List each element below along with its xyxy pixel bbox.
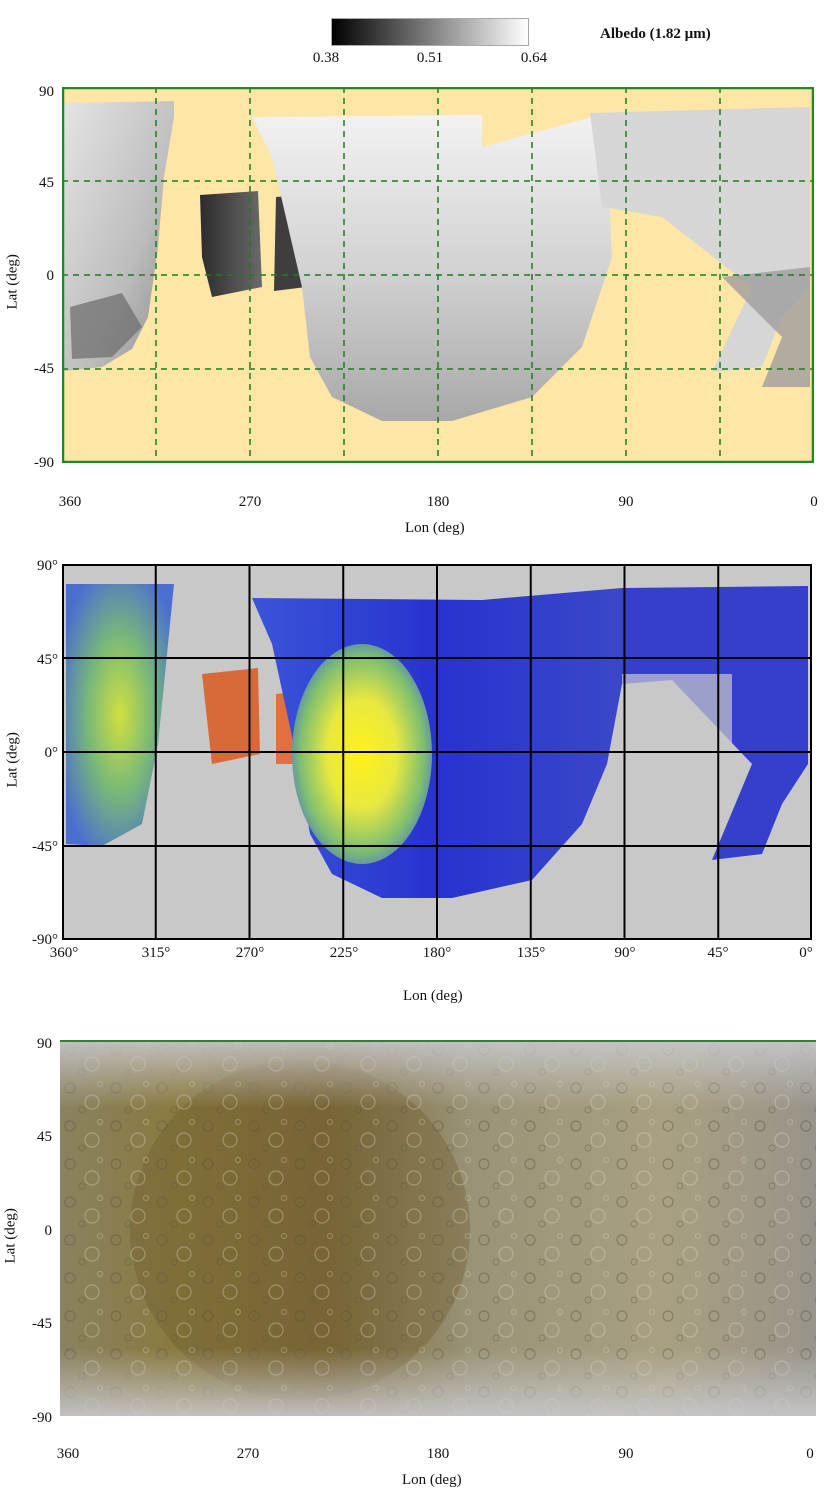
x-tick: 360 [56, 1446, 80, 1462]
x-axis-label: Lon (deg) [402, 1472, 462, 1488]
y-tick: 45 [39, 175, 54, 191]
y-tick: 90° [37, 558, 58, 574]
y-tick: -90° [32, 932, 58, 948]
x-tick: 270° [235, 945, 265, 961]
y-tick: 45° [37, 652, 58, 668]
mosaic-map [60, 1040, 816, 1416]
y-tick: 0 [46, 268, 55, 284]
y-axis-label: Lat (deg) [4, 254, 21, 310]
y-tick: 90 [37, 1036, 52, 1052]
y-tick: 0 [44, 1223, 53, 1239]
x-tick: 0 [810, 494, 818, 510]
x-tick: 225° [329, 945, 359, 961]
map-background-patch [622, 674, 732, 754]
yellow-region [292, 644, 432, 864]
colorbar-title: Albedo (1.82 µm) [600, 26, 711, 42]
x-tick: 315° [141, 945, 171, 961]
polar-haze [60, 1040, 816, 1416]
dark-patch [200, 191, 262, 297]
ratio-map [62, 564, 812, 940]
colorbar-gradient [331, 18, 529, 46]
x-tick: 135° [516, 945, 546, 961]
coverage-region [252, 115, 612, 421]
x-tick: 0° [799, 945, 813, 961]
x-tick: 180 [426, 1446, 450, 1462]
y-tick: 45 [37, 1129, 52, 1145]
map-frame [62, 564, 812, 940]
coverage-region [722, 267, 810, 387]
coverage-region [66, 584, 174, 846]
x-tick: 180° [422, 945, 452, 961]
x-tick: 180 [426, 494, 450, 510]
x-tick: 270 [238, 494, 262, 510]
x-tick: 360° [49, 945, 79, 961]
orange-patch [202, 668, 260, 764]
y-tick: -90 [34, 455, 54, 471]
y-tick: -90 [32, 1410, 52, 1426]
y-axis-label: Lat (deg) [4, 732, 21, 788]
x-axis-label: Lon (deg) [405, 520, 465, 536]
albedo-map [62, 87, 814, 463]
x-tick: 90° [614, 945, 636, 961]
map-grid [62, 87, 814, 463]
x-tick: 90 [618, 494, 634, 510]
colorbar-tick-mid: 0.51 [416, 50, 444, 66]
x-tick: 0 [806, 1446, 814, 1462]
y-tick: -45 [32, 1316, 52, 1332]
map-frame [62, 87, 814, 463]
x-axis-label: Lon (deg) [403, 988, 463, 1004]
y-axis-label: Lat (deg) [2, 1208, 19, 1264]
y-tick: -45° [32, 839, 58, 855]
y-tick: 90 [39, 84, 54, 100]
coverage-region [70, 293, 142, 359]
map-grid [62, 564, 812, 940]
colorbar-tick-low: 0.38 [312, 50, 340, 66]
x-tick: 90 [618, 1446, 634, 1462]
y-tick: -45 [34, 361, 54, 377]
x-tick: 270 [236, 1446, 260, 1462]
x-tick: 360 [58, 494, 82, 510]
y-tick: 0° [44, 745, 59, 761]
x-tick: 45° [707, 945, 729, 961]
colorbar-tick-high: 0.64 [520, 50, 548, 66]
